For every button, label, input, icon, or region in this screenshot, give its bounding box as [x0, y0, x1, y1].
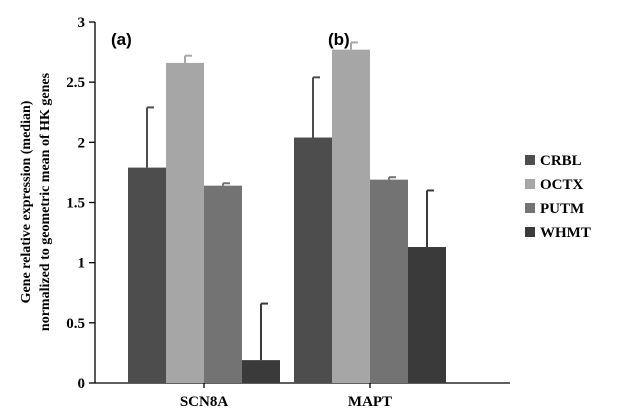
legend-label-putm: PUTM [540, 201, 584, 217]
x-tick-label-1: MAPT [348, 394, 392, 410]
labels: SCN8A MAPT (a) (b) [111, 30, 392, 410]
bar-putm-mapt [370, 179, 408, 383]
panel-label-1: (b) [328, 30, 350, 49]
x-tick-label-0: SCN8A [180, 394, 229, 410]
panel-label-0: (a) [111, 30, 132, 49]
bar-putm-scn8a [204, 185, 242, 383]
y-tick-label-0: 0 [78, 376, 86, 392]
legend-swatch-whmt [525, 227, 535, 237]
y-tick-label-2: 1 [78, 256, 86, 272]
legend-swatch-putm [525, 203, 535, 213]
bar-crbl-scn8a [128, 167, 166, 383]
legend-swatch-crbl [525, 155, 535, 165]
bar-whmt-mapt [408, 247, 446, 383]
y-axis-label: Gene relative expression (median) normal… [19, 72, 53, 331]
y-tick-label-1: 0.5 [66, 316, 85, 332]
error-bars [146, 41, 434, 361]
y-tick-label-3: 1.5 [66, 196, 85, 212]
y-tick-label-4: 2 [78, 135, 86, 151]
bar-octx-scn8a [166, 62, 204, 384]
legend-label-octx: OCTX [540, 177, 584, 193]
bars [128, 49, 446, 384]
legend-label-crbl: CRBL [540, 153, 582, 169]
legend: CRBL OCTX PUTM WHMT [525, 153, 591, 241]
y-axis-label-line-1: Gene relative expression (median) [19, 100, 34, 303]
y-tick-label-6: 3 [78, 15, 86, 31]
legend-label-whmt: WHMT [540, 225, 591, 241]
bar-crbl-mapt [294, 137, 332, 383]
bar-whmt-scn8a [242, 360, 280, 383]
y-axis-label-line-2: normalized to geometric mean of HK genes [38, 72, 53, 331]
legend-swatch-octx [525, 179, 535, 189]
bar-octx-mapt [332, 49, 370, 383]
y-tick-label-5: 2.5 [66, 75, 85, 91]
